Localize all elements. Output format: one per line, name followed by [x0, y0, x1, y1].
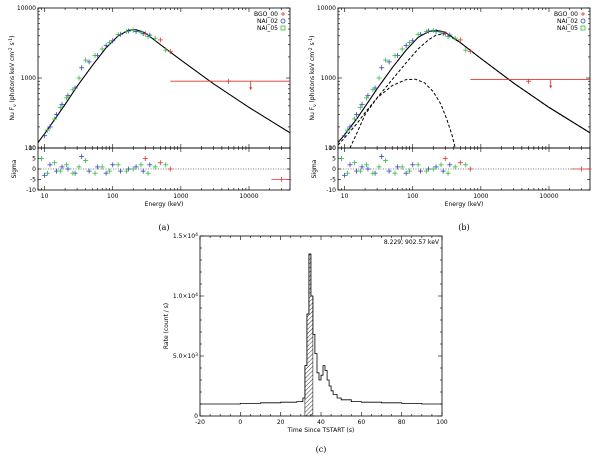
resid-tick-label: 0	[32, 166, 36, 173]
light-curve-line	[200, 253, 442, 405]
resid-tick-label: 0	[332, 166, 336, 173]
resid-axis-label: Sigma	[311, 159, 318, 178]
resid-tick-label: -10	[26, 187, 36, 194]
y-tick-exponent: 4	[195, 232, 198, 238]
resid-tick-label: -5	[30, 177, 36, 184]
panel-caption: (b)	[458, 223, 469, 232]
y-axis-label-part: -2	[308, 47, 314, 52]
y-tick-label: 10000	[17, 5, 36, 12]
y-axis-label-part: )	[309, 35, 316, 37]
y-tick-label: 10000	[317, 5, 336, 12]
x-tick-label: 100	[407, 193, 419, 200]
x-tick-label: 60	[358, 419, 366, 426]
panel-caption: (a)	[158, 223, 169, 232]
resid-tick-label: -10	[326, 187, 336, 194]
x-tick-label: 10	[341, 193, 349, 200]
lightcurve-frame	[199, 235, 443, 417]
resid-tick-label: 5	[32, 156, 36, 163]
y-axis-label-part: (photons keV cm	[9, 52, 16, 105]
y-axis-label: Nu Fν (photons keV cm-2 s-1)	[308, 35, 318, 120]
legend-marker	[580, 25, 586, 31]
legend-marker	[280, 18, 286, 24]
model-total-curve	[338, 29, 590, 143]
y-tick-label: 100	[325, 145, 337, 152]
x-tick-label: 20	[277, 419, 285, 426]
legend-label: NAI_05	[557, 25, 578, 32]
y-tick-label: 0	[194, 413, 198, 420]
x-tick-label: -20	[195, 419, 205, 426]
x-axis-label: Energy (keV)	[145, 201, 184, 208]
y-axis-label-part: -1	[8, 38, 14, 43]
y-axis-label-part: s	[309, 42, 316, 47]
y-tick-label: 5.0×103	[173, 352, 198, 360]
y-axis-label-part: ν	[313, 104, 318, 107]
x-axis-label: Energy (keV)	[445, 201, 484, 208]
y-axis-label-part: -1	[308, 38, 314, 43]
legend-label: NAI_02	[257, 18, 278, 25]
legend-label: BGO_00	[554, 11, 578, 18]
y-axis-label-part: Nu F	[9, 106, 16, 120]
x-tick-label: 100	[436, 419, 448, 426]
x-tick-label: 40	[317, 419, 325, 426]
y-tick-label: 1.5×104	[173, 232, 198, 240]
spectrum-frame	[337, 7, 591, 149]
y-tick-exponent: 4	[195, 292, 198, 298]
y-axis-label: Nu Fν (photons keV cm-2 s-1)	[8, 35, 18, 120]
spectrum-frame	[37, 7, 291, 149]
resid-tick-label: 5	[332, 156, 336, 163]
legend-marker	[580, 18, 586, 24]
y-tick-label: 1.0×104	[173, 292, 198, 300]
panel-caption: (c)	[316, 445, 327, 454]
x-tick-label: 10	[41, 193, 49, 200]
legend-label: NAI_02	[557, 18, 578, 25]
y-tick-label: 100	[25, 145, 37, 152]
energy-annotation: 8.229; 902.57 keV	[384, 239, 440, 246]
resid-tick-label: -5	[330, 177, 336, 184]
resid-axis-label: Sigma	[11, 159, 18, 178]
y-tick-label: 1000	[321, 75, 336, 82]
y-axis-label-part: (photons keV cm	[309, 52, 316, 105]
legend-label: NAI_05	[257, 25, 278, 32]
legend-marker	[280, 25, 286, 31]
x-tick-label: 10000	[539, 193, 558, 200]
y-axis-label-part: -2	[8, 47, 14, 52]
y-axis-label-part: s	[9, 42, 16, 47]
model-total-curve	[38, 29, 290, 143]
x-axis-label: Time Since TSTART (s)	[287, 427, 355, 434]
model-component-1	[349, 78, 456, 148]
x-tick-label: 0	[238, 419, 242, 426]
y-axis-label-part: )	[9, 35, 16, 37]
legend-label: BGO_00	[254, 11, 278, 18]
x-tick-label: 10000	[239, 193, 258, 200]
resid-tick-label: 10	[328, 145, 336, 152]
x-tick-label: 80	[398, 419, 406, 426]
x-tick-label: 1000	[473, 193, 488, 200]
y-tick-exponent: 3	[195, 352, 198, 358]
y-axis-label-part: Nu F	[309, 106, 316, 120]
y-axis-label: Rate (count / s)	[163, 303, 170, 349]
upper-limit-arrowhead	[249, 87, 253, 91]
upper-limit-arrowhead	[549, 85, 553, 89]
y-axis-label-part: ν	[13, 104, 18, 107]
y-tick-label: 1000	[21, 75, 36, 82]
x-tick-label: 100	[107, 193, 119, 200]
resid-tick-label: 10	[28, 145, 36, 152]
x-tick-label: 1000	[173, 193, 188, 200]
